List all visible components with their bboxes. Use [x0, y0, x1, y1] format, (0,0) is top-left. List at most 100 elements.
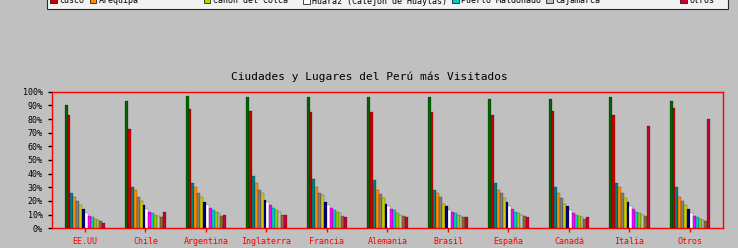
Bar	[306, 97, 309, 228]
Bar	[221, 216, 224, 228]
Bar	[644, 216, 647, 228]
Bar	[675, 187, 678, 228]
Bar	[160, 217, 163, 228]
Bar	[566, 206, 569, 228]
Bar	[641, 215, 644, 228]
Bar	[488, 98, 491, 228]
Bar	[630, 206, 632, 228]
Bar	[100, 221, 103, 228]
Bar	[548, 98, 551, 228]
Bar	[373, 181, 376, 228]
Bar	[382, 198, 384, 228]
Bar	[145, 209, 148, 228]
Bar	[73, 197, 76, 228]
Bar	[635, 212, 638, 228]
Bar	[445, 206, 448, 228]
Bar	[506, 202, 508, 228]
Bar	[584, 219, 587, 228]
Bar	[520, 215, 523, 228]
Bar	[269, 205, 272, 228]
Bar	[224, 215, 227, 228]
Bar	[587, 217, 589, 228]
Bar	[327, 205, 330, 228]
Bar	[142, 205, 145, 228]
Bar	[97, 220, 100, 228]
Bar	[684, 205, 687, 228]
Bar	[678, 197, 681, 228]
Bar	[575, 215, 578, 228]
Bar	[200, 197, 203, 228]
Bar	[67, 115, 70, 228]
Bar	[523, 216, 526, 228]
Bar	[439, 197, 442, 228]
Bar	[669, 101, 672, 228]
Bar	[615, 183, 618, 228]
Bar	[612, 115, 615, 228]
Bar	[563, 204, 566, 228]
Bar	[186, 96, 188, 228]
Bar	[491, 115, 494, 228]
Bar	[460, 216, 463, 228]
Bar	[370, 112, 373, 228]
Bar	[82, 209, 85, 228]
Bar	[427, 97, 430, 228]
Bar	[609, 97, 612, 228]
Bar	[430, 112, 433, 228]
Bar	[436, 193, 439, 228]
Bar	[212, 210, 215, 228]
Bar	[448, 210, 451, 228]
Bar	[702, 220, 705, 228]
Bar	[557, 193, 560, 228]
Bar	[511, 209, 514, 228]
Bar	[581, 217, 584, 228]
Bar	[336, 212, 339, 228]
Bar	[209, 208, 212, 228]
Bar	[315, 187, 318, 228]
Bar	[560, 198, 563, 228]
Bar	[194, 187, 197, 228]
Bar	[627, 202, 630, 228]
Bar	[393, 210, 396, 228]
Bar	[330, 208, 333, 228]
Bar	[399, 215, 402, 228]
Bar	[252, 176, 255, 228]
Bar	[324, 202, 327, 228]
Bar	[514, 212, 517, 228]
Bar	[705, 221, 708, 228]
Bar	[376, 190, 379, 228]
Bar	[638, 213, 641, 228]
Bar	[333, 210, 336, 228]
Bar	[163, 212, 166, 228]
Bar	[128, 128, 131, 228]
Bar	[569, 210, 572, 228]
Bar	[384, 204, 387, 228]
Bar	[79, 205, 82, 228]
Bar	[281, 215, 284, 228]
Bar	[494, 183, 497, 228]
Bar	[554, 187, 557, 228]
Bar	[690, 213, 693, 228]
Bar	[157, 216, 160, 228]
Bar	[94, 219, 97, 228]
Bar	[246, 97, 249, 228]
Bar	[312, 179, 315, 228]
Bar	[249, 111, 252, 228]
Bar	[65, 105, 67, 228]
Bar	[139, 201, 142, 228]
Bar	[500, 193, 503, 228]
Bar	[148, 212, 151, 228]
Bar	[396, 213, 399, 228]
Bar	[261, 193, 263, 228]
Bar	[687, 209, 690, 228]
Bar	[309, 112, 312, 228]
Bar	[215, 212, 218, 228]
Bar	[206, 205, 209, 228]
Bar	[647, 126, 649, 228]
Bar	[191, 183, 194, 228]
Bar	[405, 217, 408, 228]
Bar	[154, 215, 157, 228]
Bar	[672, 108, 675, 228]
Bar	[466, 217, 469, 228]
Bar	[339, 213, 342, 228]
Bar	[342, 216, 345, 228]
